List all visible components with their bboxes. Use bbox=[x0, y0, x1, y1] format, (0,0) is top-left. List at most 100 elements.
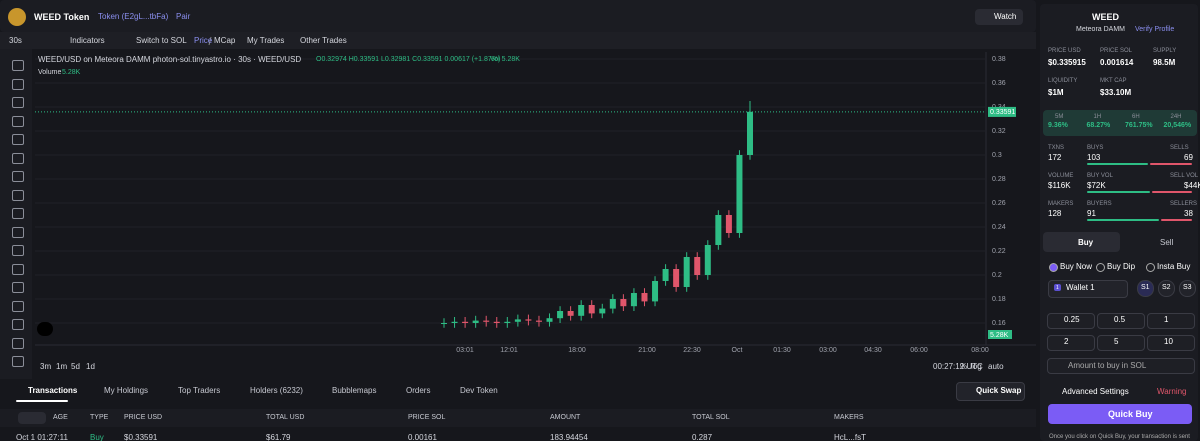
timeframe-label[interactable]: 24H bbox=[1170, 114, 1182, 120]
tool-icon bbox=[12, 78, 24, 90]
left-label: BUYERS bbox=[1087, 201, 1112, 207]
tab[interactable]: Orders bbox=[406, 386, 431, 395]
amount[interactable]: 2 bbox=[1064, 337, 1069, 346]
wallet[interactable]: Wallet 1 bbox=[1066, 283, 1095, 292]
volume-tag-bg bbox=[988, 330, 1012, 339]
toolbar-interval[interactable]: 30s bbox=[9, 36, 22, 45]
percent[interactable]: % bbox=[960, 362, 968, 371]
amount[interactable]: 0.5 bbox=[1114, 315, 1126, 324]
column-header[interactable]: PRICE SOL bbox=[408, 414, 446, 421]
stat-value: $33.10M bbox=[1100, 88, 1132, 97]
timeframe-value[interactable]: 9.36% bbox=[1048, 122, 1068, 129]
activity-label: MAKERS bbox=[1048, 201, 1074, 207]
column-header[interactable]: AMOUNT bbox=[550, 414, 581, 421]
auto[interactable]: auto bbox=[988, 362, 1004, 371]
tab[interactable]: Holders (6232) bbox=[250, 386, 303, 395]
range-button[interactable]: 3m bbox=[40, 362, 52, 371]
watch[interactable]: Watch bbox=[994, 12, 1017, 21]
stat-label: LIQUIDITY bbox=[1048, 78, 1078, 84]
column-header[interactable]: TOTAL USD bbox=[266, 414, 305, 421]
amount[interactable]: 5 bbox=[1114, 337, 1119, 346]
table-cell: 183.94454 bbox=[550, 433, 588, 441]
candle-body bbox=[493, 321, 500, 323]
toolbar-my-trades[interactable]: My Trades bbox=[247, 36, 285, 45]
quick-swap[interactable]: Quick Swap bbox=[976, 386, 1022, 395]
drawing-toolbar bbox=[0, 49, 32, 379]
sell-tab[interactable]: Sell bbox=[1160, 238, 1174, 247]
amount[interactable]: 1 bbox=[1164, 315, 1169, 324]
slot[interactable]: S2 bbox=[1162, 284, 1171, 291]
right-label: SELL VOL bbox=[1170, 173, 1199, 179]
tab[interactable]: Bubblemaps bbox=[332, 386, 377, 395]
amount-button bbox=[1047, 335, 1095, 351]
quick-buy[interactable]: Quick Buy bbox=[1108, 409, 1153, 419]
column-header[interactable]: PRICE USD bbox=[124, 414, 163, 421]
toolbar-switch[interactable]: Switch to SOL bbox=[136, 36, 187, 45]
column-header[interactable]: TYPE bbox=[90, 414, 109, 421]
candle-body bbox=[588, 305, 595, 314]
table-cell: Oct 1 01:27:11 bbox=[16, 433, 68, 441]
tab[interactable]: Top Traders bbox=[178, 386, 221, 395]
tool-icon bbox=[12, 152, 24, 164]
header-bar bbox=[0, 0, 1036, 32]
range-button[interactable]: 1d bbox=[86, 362, 95, 371]
tool-icon bbox=[12, 97, 24, 108]
tool-icon bbox=[12, 208, 24, 219]
mode-option[interactable]: Buy Dip bbox=[1107, 262, 1136, 271]
amount[interactable]: 10 bbox=[1164, 337, 1173, 346]
timeframe-label[interactable]: 5M bbox=[1055, 114, 1064, 120]
wallet-select bbox=[1048, 280, 1128, 298]
candle-body bbox=[662, 269, 669, 281]
column-header[interactable]: TOTAL SOL bbox=[692, 414, 730, 421]
buy-tab-bg[interactable] bbox=[1043, 232, 1120, 252]
timeframe-label[interactable]: 1H bbox=[1093, 114, 1102, 120]
buy-tab[interactable]: Buy bbox=[1078, 238, 1094, 247]
toolbar-price[interactable]: Price bbox=[194, 36, 213, 45]
timeframe-value[interactable]: 68.27% bbox=[1086, 122, 1111, 129]
activity-label: VOLUME bbox=[1048, 173, 1074, 179]
range-button[interactable]: 5d bbox=[71, 362, 80, 371]
stat-value: 0.001614 bbox=[1100, 58, 1134, 67]
timeframe-value[interactable]: 20,546% bbox=[1163, 122, 1192, 129]
sell-ratio-bar bbox=[1161, 219, 1192, 221]
advanced-settings[interactable]: Advanced Settings bbox=[1062, 387, 1129, 396]
mode-radio bbox=[1096, 263, 1105, 272]
verify[interactable]: Verify Profile bbox=[1135, 26, 1175, 33]
range-button[interactable]: 1m bbox=[56, 362, 68, 371]
x-tick-label: 21:00 bbox=[638, 347, 656, 354]
log[interactable]: log bbox=[971, 362, 982, 371]
candle-body bbox=[725, 215, 732, 233]
mode-option[interactable]: Insta Buy bbox=[1157, 262, 1191, 271]
pair-link[interactable]: Pair bbox=[176, 12, 191, 21]
toolbar-indicators[interactable]: Indicators bbox=[70, 36, 105, 45]
last-price-label: 0.33591 bbox=[990, 109, 1015, 116]
slot[interactable]: S1 bbox=[1141, 284, 1150, 291]
quick-swap-button[interactable] bbox=[956, 382, 1025, 401]
mode-radio bbox=[1049, 263, 1058, 272]
amount[interactable]: 0.25 bbox=[1064, 315, 1080, 324]
right-label: SELLS bbox=[1170, 145, 1189, 151]
column-header[interactable]: AGE bbox=[53, 414, 68, 421]
toolbar-other-trades[interactable]: Other Trades bbox=[300, 36, 347, 45]
tab[interactable]: Transactions bbox=[28, 386, 78, 395]
timeframe-label[interactable]: 6H bbox=[1132, 114, 1140, 120]
y-tick-label: 0.38 bbox=[992, 56, 1006, 63]
tab[interactable]: My Holdings bbox=[104, 386, 149, 395]
tab[interactable]: Dev Token bbox=[460, 386, 498, 395]
timeframe-value[interactable]: 761.75% bbox=[1125, 122, 1153, 129]
candle-body bbox=[673, 269, 680, 287]
candle-body bbox=[704, 245, 711, 275]
token-link[interactable]: Token (E2gL...tbFa) bbox=[98, 12, 169, 21]
x-tick-label: 08:00 bbox=[971, 347, 989, 354]
x-tick-label: 06:00 bbox=[910, 347, 928, 354]
slot[interactable]: S3 bbox=[1183, 284, 1192, 291]
quick-buy-button[interactable] bbox=[1048, 404, 1192, 424]
candle-body bbox=[641, 293, 648, 302]
toolbar-mcap[interactable]: MCap bbox=[214, 36, 236, 45]
mode-option[interactable]: Buy Now bbox=[1060, 262, 1093, 271]
y-tick-label: 0.2 bbox=[992, 272, 1002, 279]
buy-ratio-bar bbox=[1087, 191, 1151, 193]
column-header[interactable]: MAKERS bbox=[834, 414, 864, 421]
watch-button[interactable] bbox=[975, 9, 1023, 25]
amount-placeholder[interactable]: Amount to buy in SOL bbox=[1068, 361, 1147, 370]
